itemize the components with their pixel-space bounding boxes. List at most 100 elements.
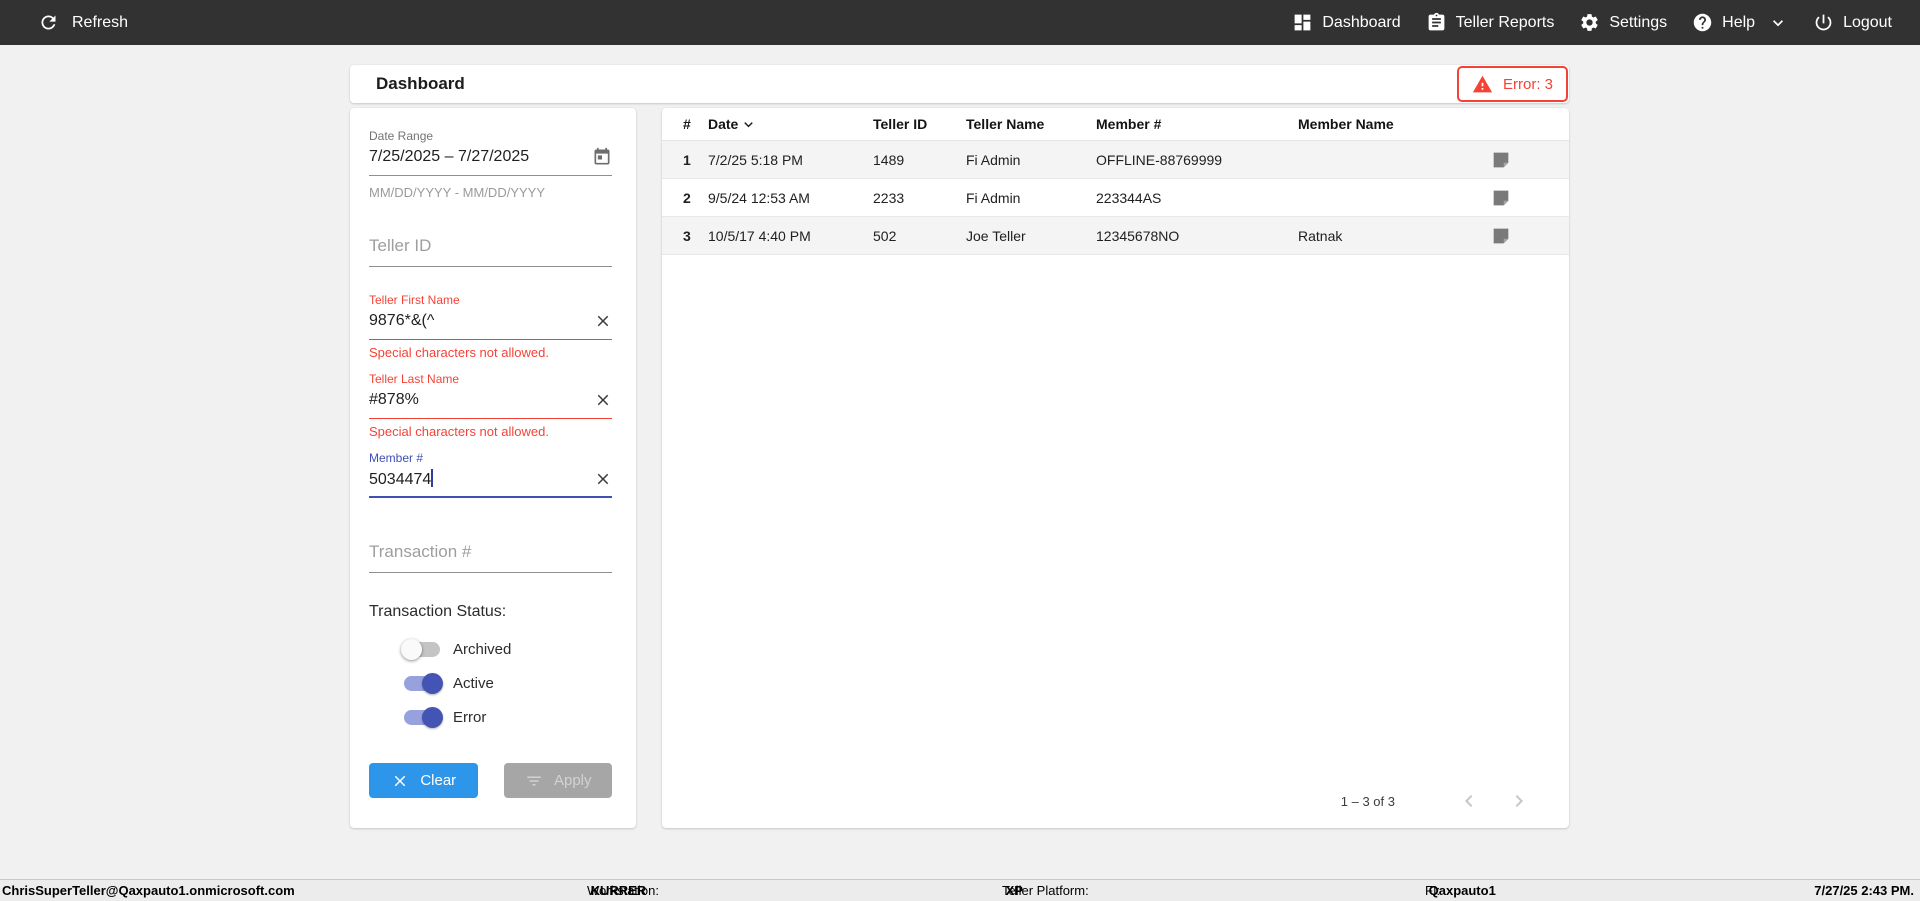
status-bar: ChrisSuperTeller@Qaxpauto1.onmicrosoft.c… [0,879,1920,901]
toggle-error[interactable]: Error [404,705,612,729]
teller-first-name-field[interactable]: Teller First Name 9876*&(^ Special chara… [369,293,612,360]
col-header-num: # [683,116,691,132]
nav-logout-label: Logout [1843,13,1892,31]
workstation-info: Workstation: KURRER [587,883,660,898]
warning-triangle-icon [1472,74,1493,95]
error-count-badge[interactable]: Error: 3 [1456,66,1568,102]
member-number-underline [369,496,612,498]
chevron-right-icon [1507,789,1531,813]
cell-member-number: 12345678NO [1096,227,1180,244]
pagination-range-label: 1 – 3 of 3 [1340,793,1395,809]
cell-num: 3 [683,227,691,244]
col-header-member-number[interactable]: Member # [1096,116,1162,132]
teller-first-name-error: Special characters not allowed. [369,345,549,360]
transaction-number-placeholder[interactable]: Transaction # [369,542,472,561]
nav-dashboard[interactable]: Dashboard [1292,12,1401,33]
date-range-underline [369,175,612,176]
logged-in-user: ChrisSuperTeller@Qaxpauto1.onmicrosoft.c… [2,883,295,898]
current-datetime: 7/27/25 2:43 PM. [1814,883,1914,898]
pagination-next-button[interactable] [1507,789,1531,813]
teller-last-name-value[interactable]: #878% [369,391,419,408]
refresh-button[interactable]: Refresh [38,12,128,33]
transaction-status-toggles: Archived Active Error [369,637,612,729]
nav-settings-label: Settings [1609,13,1668,31]
member-number-clear-button[interactable] [594,470,612,488]
clear-button[interactable]: Clear [369,763,479,798]
date-range-field[interactable]: Date Range 7/25/2025 – 7/27/2025 MM/DD/Y… [369,129,612,200]
sort-desc-icon [740,116,757,133]
cell-member-name: Ratnak [1298,227,1343,244]
transaction-number-underline [369,572,612,573]
date-range-hint: MM/DD/YYYY - MM/DD/YYYY [369,185,546,200]
date-range-label: Date Range [369,129,434,143]
toggle-knob[interactable] [422,706,443,728]
dashboard-icon [1292,12,1313,33]
col-header-teller-name[interactable]: Teller Name [966,116,1045,132]
toggle-active-label: Active [453,674,494,692]
table-row[interactable]: 1 7/2/25 5:18 PM 1489 Fi Admin OFFLINE-8… [662,141,1569,179]
cell-num: 2 [683,189,691,206]
close-icon [594,312,612,330]
transactions-table-card: # Date Teller ID Teller Name Member # Me… [662,108,1569,828]
member-number-value[interactable]: 5034474 [369,469,434,488]
filter-panel: Date Range 7/25/2025 – 7/27/2025 MM/DD/Y… [350,108,636,828]
toggle-archived[interactable]: Archived [401,637,612,661]
toggle-track[interactable] [404,672,443,694]
pagination-prev-button[interactable] [1457,789,1481,813]
filter-icon [525,772,543,790]
cell-member-number: OFFLINE-88769999 [1096,151,1223,168]
date-range-value[interactable]: 7/25/2025 – 7/27/2025 [369,148,530,165]
filter-actions: Clear Apply [369,763,612,798]
cell-date: 10/5/17 4:40 PM [708,227,811,244]
teller-last-name-clear-button[interactable] [594,391,612,409]
toggle-track[interactable] [401,638,440,660]
toggle-error-label: Error [453,708,487,726]
toggle-track[interactable] [404,706,443,728]
date-picker-button[interactable] [592,147,612,167]
platform-value: XP [1005,883,1023,898]
table-row[interactable]: 3 10/5/17 4:40 PM 502 Joe Teller 1234567… [662,217,1569,255]
nav-help-label: Help [1722,13,1756,31]
close-icon [391,772,409,790]
col-header-date[interactable]: Date [708,116,873,133]
note-icon[interactable] [1490,149,1512,171]
teller-id-placeholder[interactable]: Teller ID [369,236,432,255]
col-header-teller-id[interactable]: Teller ID [873,116,928,132]
transaction-number-field[interactable]: Transaction # [369,542,612,573]
toggle-archived-label: Archived [453,640,512,658]
top-navigation-bar: Refresh Dashboard Teller Reports Setting… [0,0,1920,45]
help-chevron-down-icon [1768,13,1788,33]
nav-settings[interactable]: Settings [1579,12,1667,33]
note-icon[interactable] [1490,187,1512,209]
nav-teller-reports-label: Teller Reports [1455,13,1555,31]
nav-teller-reports[interactable]: Teller Reports [1426,12,1555,33]
nav-dashboard-label: Dashboard [1322,13,1401,31]
refresh-label: Refresh [72,13,129,31]
teller-reports-icon [1426,12,1447,33]
cell-teller-name: Joe Teller [966,227,1026,244]
teller-first-name-value[interactable]: 9876*&(^ [369,312,435,329]
teller-id-field[interactable]: Teller ID [369,236,612,267]
nav-logout[interactable]: Logout [1813,12,1892,33]
teller-first-name-clear-button[interactable] [594,312,612,330]
text-caret [431,469,434,487]
toggle-knob[interactable] [401,638,422,660]
apply-button-label: Apply [553,772,592,789]
nav-help[interactable]: Help [1692,12,1788,33]
chevron-left-icon [1457,789,1481,813]
cell-date: 7/2/25 5:18 PM [708,151,803,168]
close-icon [594,391,612,409]
apply-button[interactable]: Apply [504,763,612,798]
fi-value: Qaxpauto1 [1428,883,1496,898]
error-badge-label: Error: 3 [1502,75,1553,93]
toggle-knob[interactable] [422,672,443,694]
member-number-field[interactable]: Member # 5034474 [369,451,612,498]
cell-teller-id: 2233 [873,189,905,206]
col-header-member-name[interactable]: Member Name [1298,116,1394,132]
toggle-active[interactable]: Active [404,671,612,695]
note-icon[interactable] [1490,225,1512,247]
table-row[interactable]: 2 9/5/24 12:53 AM 2233 Fi Admin 223344AS [662,179,1569,217]
teller-last-name-field[interactable]: Teller Last Name #878% Special character… [369,372,612,439]
table-body: 1 7/2/25 5:18 PM 1489 Fi Admin OFFLINE-8… [662,141,1569,255]
teller-last-name-label: Teller Last Name [369,372,460,386]
